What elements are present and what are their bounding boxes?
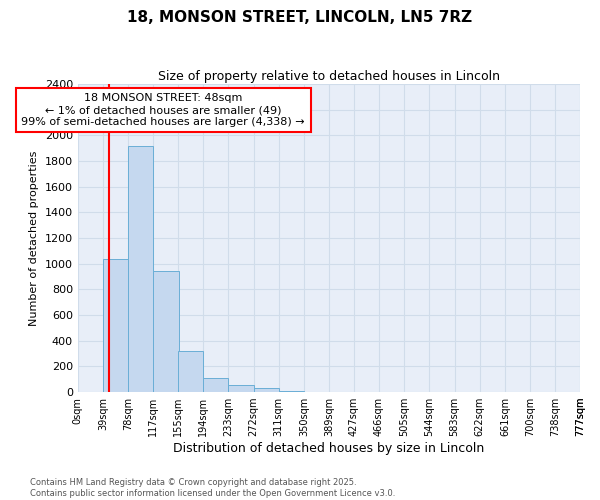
Text: 18 MONSON STREET: 48sqm
← 1% of detached houses are smaller (49)
99% of semi-det: 18 MONSON STREET: 48sqm ← 1% of detached…: [22, 94, 305, 126]
Bar: [178, 351, 203, 392]
Bar: [154, 272, 179, 392]
Bar: [254, 388, 279, 392]
Y-axis label: Number of detached properties: Number of detached properties: [29, 150, 39, 326]
Text: 18, MONSON STREET, LINCOLN, LN5 7RZ: 18, MONSON STREET, LINCOLN, LN5 7RZ: [127, 10, 473, 25]
Bar: [203, 378, 229, 392]
Title: Size of property relative to detached houses in Lincoln: Size of property relative to detached ho…: [158, 70, 500, 83]
Text: Contains HM Land Registry data © Crown copyright and database right 2025.
Contai: Contains HM Land Registry data © Crown c…: [30, 478, 395, 498]
Bar: [229, 385, 254, 392]
X-axis label: Distribution of detached houses by size in Lincoln: Distribution of detached houses by size …: [173, 442, 485, 455]
Bar: [103, 258, 128, 392]
Bar: [128, 146, 154, 392]
